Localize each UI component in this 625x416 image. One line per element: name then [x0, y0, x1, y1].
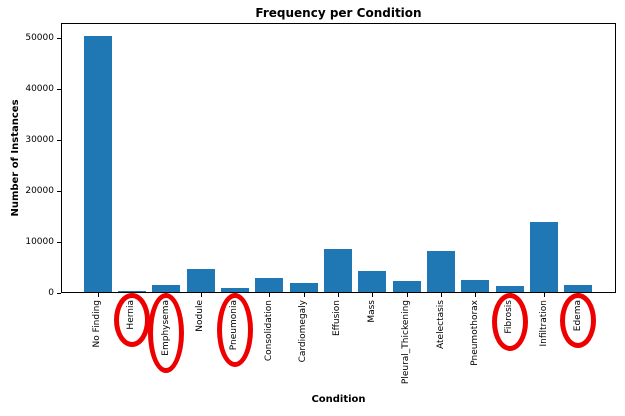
x-tick-mark	[200, 293, 202, 297]
annotation-circle-edema	[560, 293, 597, 348]
x-axis-label: Condition	[311, 394, 366, 405]
y-tick-mark	[57, 190, 61, 192]
annotation-circle-emphysema	[148, 293, 185, 373]
y-tick-mark	[57, 88, 61, 90]
x-tick-mark	[269, 293, 271, 297]
plot-area	[61, 23, 616, 293]
x-tick-mark	[97, 293, 99, 297]
annotation-circle-hernia	[113, 293, 150, 347]
y-tick-mark	[57, 292, 61, 294]
bar-pneumonia	[220, 288, 249, 292]
bar-pleural-thickening	[392, 281, 421, 292]
bar-atelectasis	[427, 251, 455, 292]
x-tick-label-no-finding: No Finding	[92, 300, 102, 348]
bar-fibrosis	[495, 286, 524, 292]
bar-no-finding	[83, 36, 112, 292]
x-tick-label-mass: Mass	[366, 300, 377, 323]
bar-nodule	[186, 269, 215, 292]
x-tick-label-pleural-thickening: Pleural_Thickening	[401, 300, 412, 385]
x-tick-label-pneumothorax: Pneumothorax	[469, 300, 480, 366]
bar-emphysema	[152, 285, 181, 292]
y-tick-mark	[57, 37, 61, 39]
bar-pneumothorax	[461, 280, 490, 292]
x-tick-mark	[303, 293, 305, 297]
x-tick-mark	[337, 293, 339, 297]
y-axis-label: Number of Instances	[10, 99, 21, 217]
x-tick-mark	[544, 293, 546, 297]
x-tick-label-atelectasis: Atelectasis	[435, 300, 446, 349]
x-tick-mark	[441, 293, 442, 297]
bar-cardiomegaly	[289, 283, 318, 292]
bar-hernia	[117, 291, 146, 292]
bar-infiltration	[530, 222, 559, 292]
x-tick-label-cardiomegaly: Cardiomegaly	[298, 300, 309, 363]
bar-edema	[564, 285, 593, 292]
bar-mass	[358, 271, 387, 292]
y-tick-label: 40000	[25, 83, 54, 94]
y-tick-mark	[57, 241, 61, 243]
chart-title: Frequency per Condition	[255, 6, 422, 20]
bar-effusion	[323, 249, 352, 292]
x-tick-mark	[372, 293, 374, 297]
x-tick-mark	[475, 293, 477, 297]
x-tick-label-nodule: Nodule	[195, 300, 206, 332]
bar-consolidation	[255, 278, 284, 292]
y-tick-label: 0	[48, 287, 54, 298]
annotation-circle-pneumonia	[216, 293, 253, 367]
x-tick-label-infiltration: Infiltration	[538, 300, 549, 347]
x-tick-label-effusion: Effusion	[332, 300, 343, 336]
x-tick-label-consolidation: Consolidation	[263, 300, 274, 362]
annotation-circle-fibrosis	[491, 293, 528, 351]
y-tick-label: 30000	[25, 134, 54, 145]
y-tick-mark	[57, 139, 61, 141]
y-tick-label: 50000	[25, 32, 54, 43]
y-tick-label: 20000	[25, 185, 54, 196]
y-tick-label: 10000	[25, 236, 54, 247]
x-tick-mark	[406, 293, 408, 297]
